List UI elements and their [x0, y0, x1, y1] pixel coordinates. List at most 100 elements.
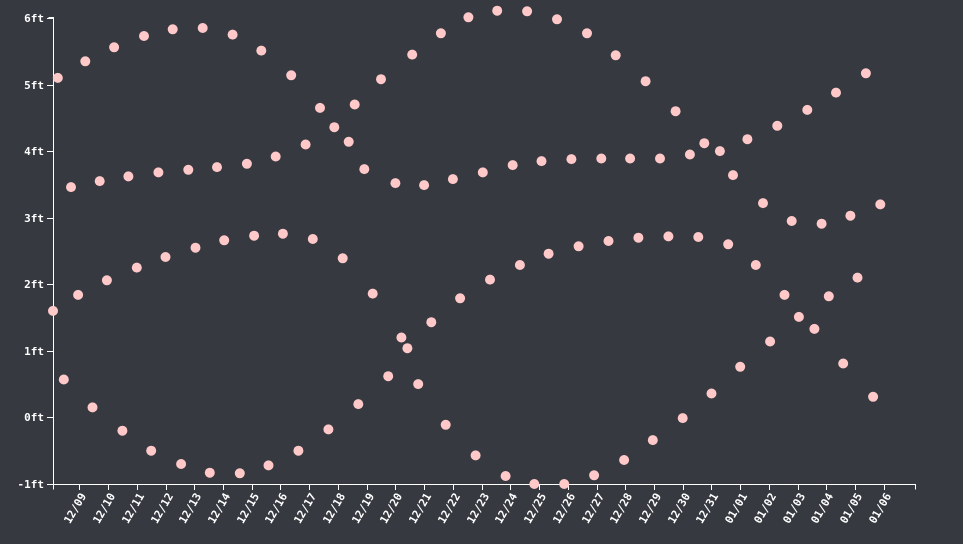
y-tick-label: 1ft	[24, 345, 44, 358]
data-point	[625, 153, 636, 164]
data-point	[610, 50, 621, 61]
data-point	[852, 272, 863, 283]
data-point	[94, 176, 105, 187]
data-point	[234, 468, 245, 479]
x-tick: 01/02	[751, 484, 779, 526]
x-tick-label: 12/29	[636, 491, 664, 526]
x-tick: 12/22	[435, 484, 463, 526]
data-point	[212, 162, 222, 173]
data-point	[566, 154, 577, 165]
data-point	[307, 234, 318, 244]
data-point	[596, 153, 607, 164]
data-point	[831, 87, 841, 98]
data-point	[48, 305, 58, 316]
x-tick-label: 01/02	[751, 491, 779, 526]
x-tick-label: 12/17	[291, 491, 319, 526]
data-point	[241, 158, 252, 169]
data-point	[758, 198, 768, 209]
x-tick-label: 12/16	[262, 490, 290, 526]
data-point	[779, 289, 790, 300]
y-tick: 6ft	[24, 12, 53, 25]
data-point	[219, 235, 230, 246]
data-point	[723, 239, 734, 250]
data-point	[845, 210, 856, 221]
y-tick-label: 5ft	[24, 79, 44, 92]
data-point	[529, 479, 540, 489]
x-tick: 01/03	[780, 484, 808, 526]
x-tick: 12/28	[607, 484, 635, 526]
data-point	[470, 450, 481, 461]
data-point	[677, 413, 688, 424]
y-tick: -1ft	[18, 478, 53, 491]
data-point	[640, 76, 651, 87]
data-point	[647, 435, 658, 446]
x-tick-label: 12/23	[464, 491, 492, 526]
x-tick-label: 12/09	[61, 491, 89, 526]
data-point	[492, 5, 503, 16]
data-point	[786, 216, 797, 226]
x-tick: 01/04	[808, 484, 836, 526]
data-point	[514, 260, 525, 270]
data-point	[153, 167, 164, 178]
data-point	[167, 24, 178, 35]
x-tick: 12/26	[550, 484, 578, 526]
x-tick-label: 12/21	[406, 490, 434, 526]
x-tick: 12/13	[176, 484, 204, 526]
data-point	[536, 156, 547, 167]
data-point	[693, 232, 704, 242]
data-point	[390, 178, 401, 189]
x-tick-label: 01/05	[837, 491, 865, 526]
data-point	[552, 14, 562, 25]
data-point	[190, 242, 201, 253]
data-point	[823, 291, 834, 302]
x-tick: 12/21	[406, 484, 434, 526]
data-point	[440, 419, 451, 430]
x-tick: 12/23	[464, 484, 492, 526]
data-point	[765, 336, 776, 347]
x-tick-label: 12/26	[550, 490, 578, 526]
y-tick: 0ft	[24, 411, 53, 424]
data-point	[227, 29, 238, 40]
x-tick-label: 12/15	[234, 491, 262, 526]
data-point	[670, 106, 681, 117]
x-tick: 12/11	[119, 484, 147, 526]
data-point	[463, 12, 474, 23]
x-tick: 12/29	[636, 484, 664, 526]
data-point	[58, 374, 69, 385]
data-point	[714, 146, 725, 157]
y-tick: 1ft	[24, 345, 53, 358]
x-tick-label: 01/06	[866, 490, 894, 526]
x-tick-label: 12/20	[377, 491, 405, 526]
data-point	[500, 471, 511, 481]
data-point	[402, 343, 413, 354]
y-tick: 5ft	[24, 79, 53, 92]
x-tick: 12/17	[291, 484, 319, 526]
y-tick-label: 0ft	[24, 411, 44, 424]
y-tick: 4ft	[24, 145, 53, 158]
data-point	[286, 70, 297, 81]
x-tick-label: 12/30	[665, 491, 693, 526]
data-point	[543, 248, 554, 259]
x-tick: 01/06	[866, 484, 894, 526]
y-tick: 2ft	[24, 278, 53, 291]
x-tick: 12/27	[579, 484, 607, 526]
x-tick: 12/14	[205, 484, 233, 526]
x-tick-label: 12/31	[693, 490, 721, 526]
x-axis: 12/09 12/10 12/11 12/12 12/13 12/14 12/15 12/16…	[53, 484, 916, 526]
x-tick: 01/05	[837, 484, 865, 526]
data-point	[706, 388, 717, 399]
y-tick-label: 3ft	[24, 212, 44, 225]
data-point	[263, 460, 274, 471]
data-point	[109, 42, 120, 53]
data-point	[139, 31, 149, 41]
x-tick-label: 12/19	[349, 491, 377, 526]
data-point	[573, 241, 584, 252]
x-tick-label: 12/11	[119, 490, 147, 526]
x-tick: 12/10	[90, 484, 118, 526]
x-tick: 12/25	[521, 484, 549, 526]
data-point	[477, 167, 488, 178]
data-point	[663, 231, 674, 242]
data-point	[204, 467, 215, 478]
data-point	[507, 160, 518, 171]
data-point	[655, 153, 665, 164]
